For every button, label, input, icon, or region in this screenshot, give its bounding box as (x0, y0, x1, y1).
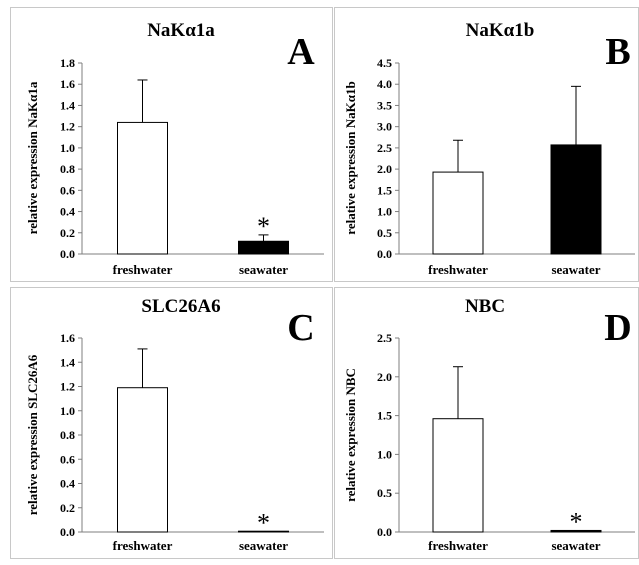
bar-freshwater (117, 387, 168, 533)
y-tick-label: 0.0 (377, 247, 392, 261)
y-tick-label: 0.4 (60, 205, 75, 219)
y-tick-label: 0.4 (60, 477, 75, 491)
y-tick-label: 0.0 (60, 247, 75, 261)
y-tick-label: 1.6 (60, 77, 75, 91)
y-tick-label: 2.5 (377, 141, 392, 155)
bar-seawater (238, 240, 289, 255)
bar-freshwater (432, 171, 484, 255)
y-tick-label: 2.5 (377, 331, 392, 345)
y-tick-label: 1.5 (377, 409, 392, 423)
panel-letter: A (287, 31, 315, 73)
y-tick-label: 0.0 (60, 525, 75, 539)
panel-letter: C (287, 307, 314, 349)
x-tick-label: freshwater (113, 538, 173, 553)
y-tick-label: 0.6 (60, 183, 75, 197)
y-tick-label: 0.8 (60, 162, 75, 176)
significance-marker: * (257, 212, 270, 241)
y-tick-label: 4.0 (377, 77, 392, 91)
y-tick-label: 1.6 (60, 331, 75, 345)
panel-letter: B (605, 31, 630, 73)
y-tick-label: 1.0 (377, 447, 392, 461)
y-axis-label: relative expression NaKα1a (25, 81, 40, 234)
y-tick-label: 1.4 (60, 355, 75, 369)
significance-marker: * (570, 507, 583, 536)
y-tick-label: 1.2 (60, 120, 75, 134)
y-tick-label: 1.8 (60, 56, 75, 70)
y-tick-label: 0.6 (60, 452, 75, 466)
y-tick-label: 1.4 (60, 98, 75, 112)
y-tick-label: 1.0 (60, 141, 75, 155)
x-tick-label: freshwater (113, 262, 173, 277)
panel-letter: D (604, 307, 631, 349)
chart-title: SLC26A6 (141, 296, 220, 317)
y-tick-label: 0.5 (377, 486, 392, 500)
bar-seawater (238, 530, 289, 533)
y-tick-label: 1.5 (377, 183, 392, 197)
y-tick-label: 3.5 (377, 98, 392, 112)
y-tick-label: 2.0 (377, 162, 392, 176)
y-tick-label: 1.2 (60, 380, 75, 394)
x-tick-label: seawater (551, 538, 600, 553)
y-tick-label: 0.8 (60, 428, 75, 442)
y-axis-label: relative expression NaKα1b (343, 81, 358, 234)
chart-title: NaKα1a (147, 20, 215, 41)
significance-marker: * (257, 508, 270, 537)
x-tick-label: seawater (551, 262, 600, 277)
bar-freshwater (117, 121, 168, 255)
x-tick-label: freshwater (428, 262, 488, 277)
chart-title: NaKα1b (466, 20, 535, 41)
x-tick-label: freshwater (428, 538, 488, 553)
y-tick-label: 1.0 (60, 404, 75, 418)
y-tick-label: 4.5 (377, 56, 392, 70)
y-tick-label: 2.0 (377, 370, 392, 384)
y-tick-label: 0.2 (60, 226, 75, 240)
y-axis-label: relative expression SLC26A6 (25, 354, 40, 515)
bar-seawater (550, 144, 602, 255)
y-tick-label: 1.0 (377, 205, 392, 219)
y-axis-label: relative expression NBC (343, 368, 358, 502)
x-tick-label: seawater (239, 538, 288, 553)
bar-seawater (550, 529, 602, 533)
chart-title: NBC (465, 296, 505, 317)
y-tick-label: 3.0 (377, 120, 392, 134)
y-tick-label: 0.0 (377, 525, 392, 539)
y-tick-label: 0.5 (377, 226, 392, 240)
bar-freshwater (432, 418, 484, 533)
x-tick-label: seawater (239, 262, 288, 277)
y-tick-label: 0.2 (60, 501, 75, 515)
